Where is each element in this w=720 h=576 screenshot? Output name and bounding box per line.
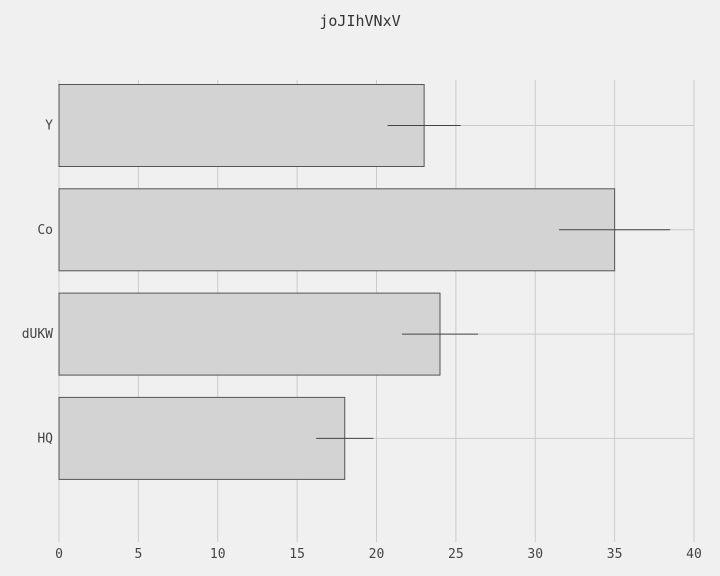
x-tick-labels: 0 5 10 15 20 25 30 35 40 [55,547,702,562]
x-tick-label: 40 [686,547,702,562]
x-tick-label: 5 [134,547,142,562]
y-tick-label: Co [37,223,53,238]
y-tick-label: HQ [37,431,53,446]
bar-co [58,188,616,272]
y-tick-labels: Y Co dUKW HQ [22,119,53,447]
chart-title: joJIhVNxV [319,12,401,30]
bar-hq [58,396,346,480]
bar-dukw [58,292,441,376]
x-tick-label: 25 [448,547,464,562]
x-tick-label: 0 [55,547,63,562]
x-tick-label: 30 [527,547,543,562]
bars [58,84,616,480]
x-tick-label: 20 [369,547,385,562]
x-tick-label: 35 [607,547,623,562]
x-tick-label: 10 [210,547,226,562]
x-tick-label: 15 [289,547,305,562]
y-tick-label: dUKW [22,327,53,342]
bar-y [58,84,425,167]
error-bars [316,125,671,439]
y-tick-label: Y [45,119,53,134]
